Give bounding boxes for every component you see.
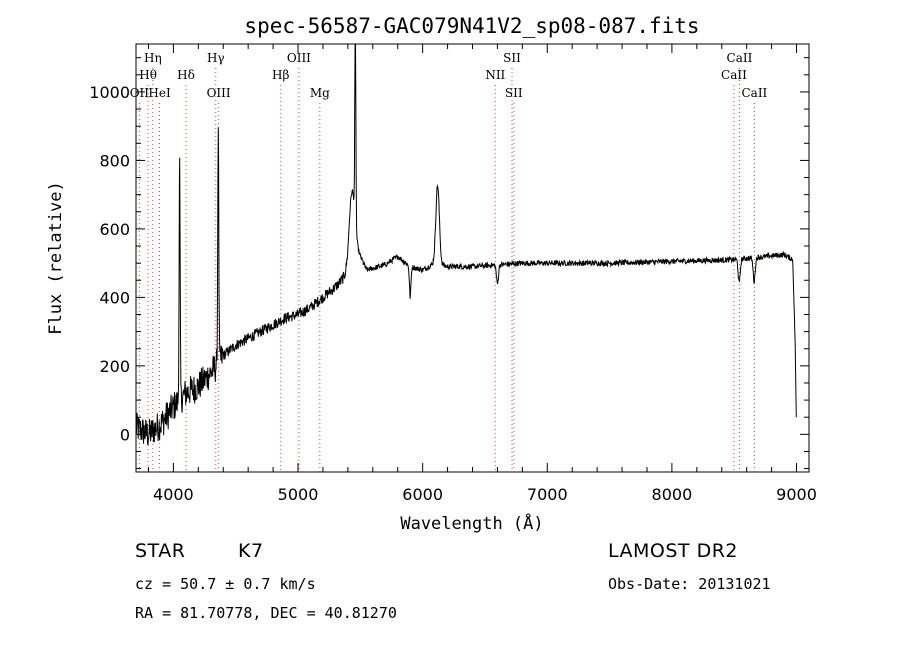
spectral-line-label: Hη	[144, 51, 162, 65]
spectral-line-label: SII	[505, 86, 523, 100]
spectral-line-label: Hδ	[177, 68, 195, 82]
object-subclass: K7	[238, 540, 264, 562]
y-tick-label: 400	[99, 288, 130, 307]
x-tick-label: 8000	[652, 485, 693, 504]
spectral-line-label: Mg	[310, 86, 330, 100]
spectral-line-label: CaII	[721, 68, 747, 82]
survey-name: LAMOST DR2	[608, 540, 738, 562]
chart-title: spec-56587-GAC079N41V2_sp08-087.fits	[244, 14, 699, 38]
y-tick-label: 800	[99, 151, 130, 170]
x-axis: 4000 5000 6000 7000 8000 9000	[147, 44, 817, 504]
spectral-line-label: Hβ	[272, 68, 289, 82]
spectral-line-label: NII	[485, 68, 505, 82]
y-axis: 0 200 400 600 800 1000	[89, 57, 809, 470]
coordinates: RA = 81.70778, DEC = 40.81270	[135, 604, 397, 622]
spectral-line-label: OII	[130, 86, 150, 100]
x-tick-label: 5000	[278, 485, 319, 504]
object-class: STAR	[135, 540, 186, 562]
x-tick-label: 4000	[153, 485, 194, 504]
x-tick-label: 9000	[776, 485, 817, 504]
spectral-line-label: OIII	[207, 86, 231, 100]
y-axis-title: Flux (relative)	[46, 181, 66, 335]
x-tick-label: 7000	[527, 485, 568, 504]
spectral-line-label: HeI	[148, 86, 171, 100]
spectral-line-label: SII	[503, 51, 521, 65]
plot-frame	[135, 43, 810, 473]
spectral-line-label: OIII	[287, 51, 311, 65]
spectral-line-label: Hθ	[139, 68, 157, 82]
y-tick-label: 600	[99, 220, 130, 239]
y-tick-label: 0	[120, 425, 130, 444]
observation-date: Obs-Date: 20131021	[608, 575, 771, 593]
spectral-line-label: Hγ	[207, 51, 225, 65]
redshift-cz: cz = 50.7 ± 0.7 km/s	[135, 575, 316, 593]
x-tick-label: 6000	[402, 485, 443, 504]
spectral-line-label: CaII	[741, 86, 767, 100]
y-tick-label: 200	[99, 357, 130, 376]
x-axis-title: Wavelength (Å)	[400, 512, 543, 534]
spectral-line-label: CaII	[727, 51, 753, 65]
y-tick-label: 1000	[89, 83, 130, 102]
spectrum-series-line	[135, 43, 797, 447]
